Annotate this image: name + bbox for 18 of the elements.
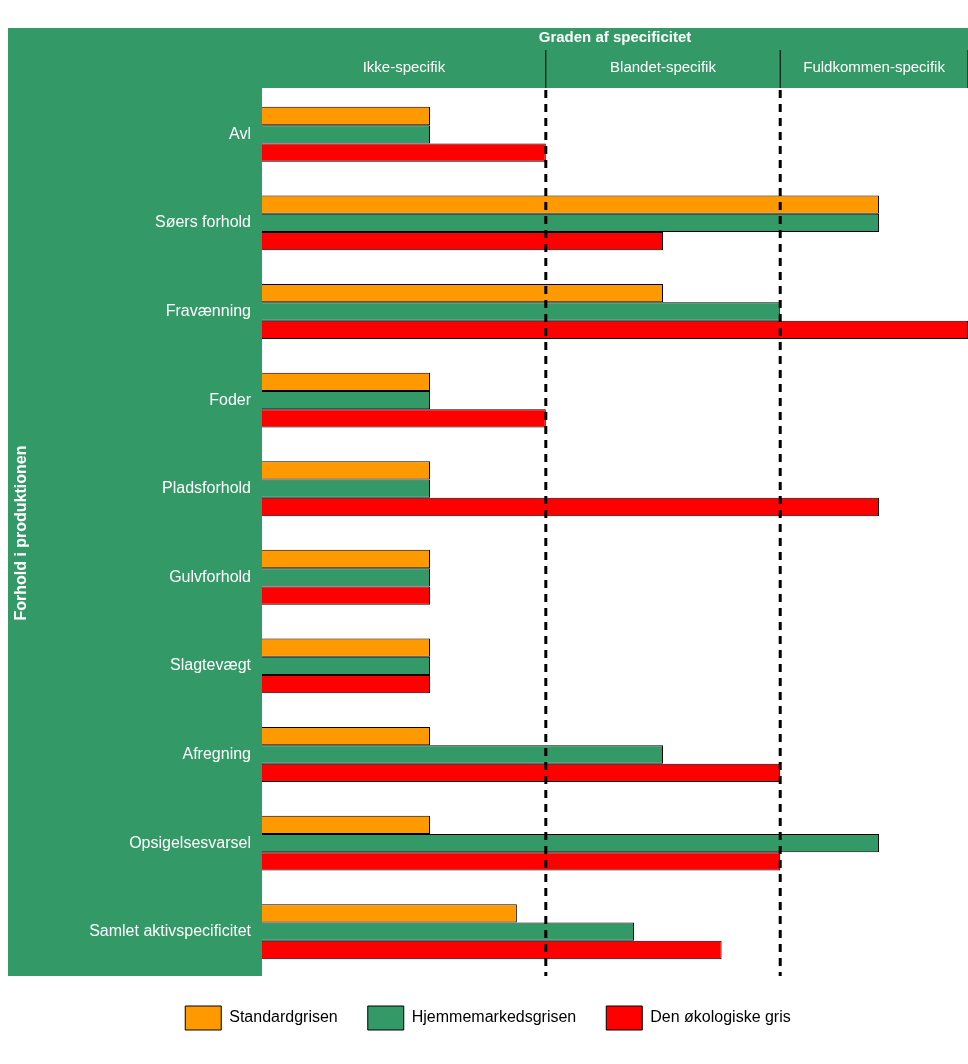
legend-label: Standardgrisen <box>229 1008 338 1026</box>
y-tick-label: Slagtevægt <box>170 656 252 674</box>
legend-label: Den økologiske gris <box>650 1008 791 1026</box>
y-tick-label: Fravænning <box>165 301 251 319</box>
y-tick-label: Avl <box>229 124 251 142</box>
text: Fuldkommen-specifik <box>803 58 946 76</box>
x-axis-title: Graden af specificitet <box>538 28 692 46</box>
text: Blandet-specifik <box>610 58 717 76</box>
y-tick-label: Afregning <box>182 744 251 762</box>
y-tick-label: Samlet aktivspecificitet <box>89 922 252 940</box>
y-tick-label: Gulvforhold <box>169 567 251 585</box>
legend-label: Hjemmemarkedsgrisen <box>411 1008 577 1026</box>
y-tick-label: Foder <box>209 390 252 408</box>
y-axis-title: Forhold i produktionen <box>12 445 30 621</box>
y-tick-label: Søers forhold <box>154 213 251 231</box>
text: Ikke-specifik <box>362 58 446 76</box>
y-tick-label: Pladsforhold <box>162 479 251 497</box>
y-tick-label: Opsigelsesvarsel <box>129 833 251 851</box>
